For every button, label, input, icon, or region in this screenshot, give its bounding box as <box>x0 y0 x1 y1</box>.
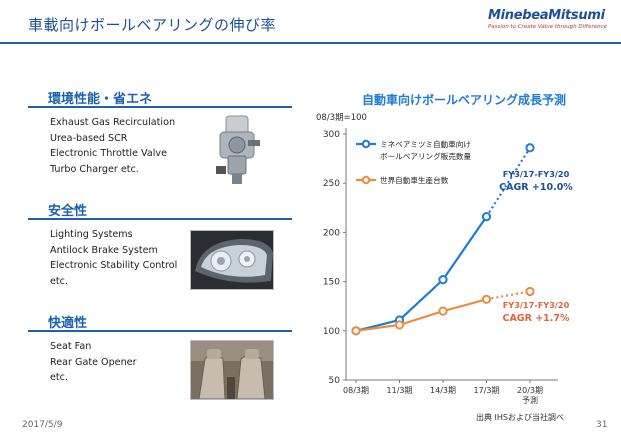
egr-valve-photo <box>208 110 266 188</box>
list-item: Lighting Systems <box>50 229 133 240</box>
data-point <box>481 212 492 222</box>
page-number: 31 <box>596 420 608 430</box>
data-point <box>525 286 535 297</box>
series-forecast-line-1 <box>486 290 531 301</box>
legend-swatch-marker <box>361 175 371 185</box>
list-item: etc. <box>50 275 68 287</box>
cagr-annotation: FY3/17-FY3/20 <box>503 300 570 310</box>
logo-wordmark: MinebeaMitsumi <box>487 8 605 23</box>
y-axis-label: 08/3期=100 <box>316 113 367 123</box>
car-seat-photo <box>190 340 274 400</box>
data-point <box>351 326 361 336</box>
logo-tagline: Passion to Create Value through Differen… <box>487 24 607 30</box>
data-point <box>438 275 448 285</box>
headlight-photo <box>190 230 274 290</box>
list-item: Exhaust Gas Recirculation <box>50 117 176 128</box>
section-divider <box>28 106 292 108</box>
x-tick-label: 08/3期 <box>343 386 369 395</box>
y-tick-label: 50 <box>329 376 341 386</box>
section-items-comfort: Seat Fan Rear Gate Opener etc. <box>50 339 137 386</box>
company-logo: MinebeaMitsumi Passion to Create Value t… <box>488 8 607 30</box>
data-point <box>481 294 492 304</box>
legend-label: ボールベアリング販売数量 <box>380 151 472 161</box>
list-item: Rear Gate Opener <box>50 356 137 368</box>
x-tick-label: 17/3期 <box>474 386 500 395</box>
y-tick-label: 150 <box>323 278 340 288</box>
data-point <box>394 320 405 330</box>
legend-label: ミネベアミツミ自動車向け <box>380 139 471 149</box>
series-line-1 <box>355 298 487 332</box>
series-line-0 <box>355 216 488 332</box>
list-item: Urea-based SCR <box>50 132 128 144</box>
legend-label: 世界自動車生産台数 <box>380 175 449 185</box>
footer-source: 出典 IHSおよび当社調べ <box>476 413 564 422</box>
footer-date: 2017/5/9 <box>22 420 63 430</box>
section-divider <box>28 218 292 220</box>
section-divider <box>28 330 292 332</box>
y-tick-label: 200 <box>323 228 340 238</box>
x-tick-label: 20/3期 <box>517 386 543 395</box>
data-point <box>525 143 535 153</box>
chart-title: 自動車向けボールベアリング成長予測 <box>361 93 566 107</box>
list-item: Turbo Charger etc. <box>50 163 139 175</box>
list-item: Seat Fan <box>50 341 92 352</box>
list-item: Antilock Brake System <box>50 244 158 256</box>
section-heading-comfort: 快適性 <box>48 316 88 331</box>
cagr-annotation: CAGR +10.0% <box>499 182 573 193</box>
legend-swatch-marker <box>361 139 371 149</box>
x-tick-label: 14/3期 <box>430 386 456 395</box>
data-point <box>438 306 448 316</box>
list-item: etc. <box>50 372 68 383</box>
x-tick-label: 11/3期 <box>387 386 413 395</box>
section-items-safety: Lighting Systems Antilock Brake System E… <box>50 227 177 289</box>
title-divider <box>0 42 621 44</box>
growth-line-chart: 08/3期=100 50 100 150 200 250 300 08/3期 11/3期 14/3… <box>300 110 621 410</box>
x-tick-label: 予測 <box>522 395 538 405</box>
cagr-annotation: CAGR +1.7% <box>502 313 570 324</box>
y-tick-label: 300 <box>323 130 340 140</box>
y-tick-label: 100 <box>323 327 340 337</box>
cagr-annotation: FY3/17-FY3/20 <box>503 169 570 179</box>
section-items-environment: Exhaust Gas Recirculation Urea-based SCR… <box>50 115 175 177</box>
list-item: Electronic Stability Control <box>50 260 178 271</box>
slide-title: 車載向けボールベアリングの伸び率 <box>28 16 277 34</box>
section-heading-safety: 安全性 <box>48 204 88 219</box>
list-item: Electronic Throttle Valve <box>50 148 167 159</box>
y-tick-label: 250 <box>323 179 340 189</box>
chart-svg: 08/3期=100 50 100 150 200 250 300 08/3期 11/3期 14/3… <box>316 113 573 405</box>
section-heading-environment: 環境性能・省エネ <box>48 92 153 107</box>
series-forecast-line-0 <box>485 147 531 218</box>
